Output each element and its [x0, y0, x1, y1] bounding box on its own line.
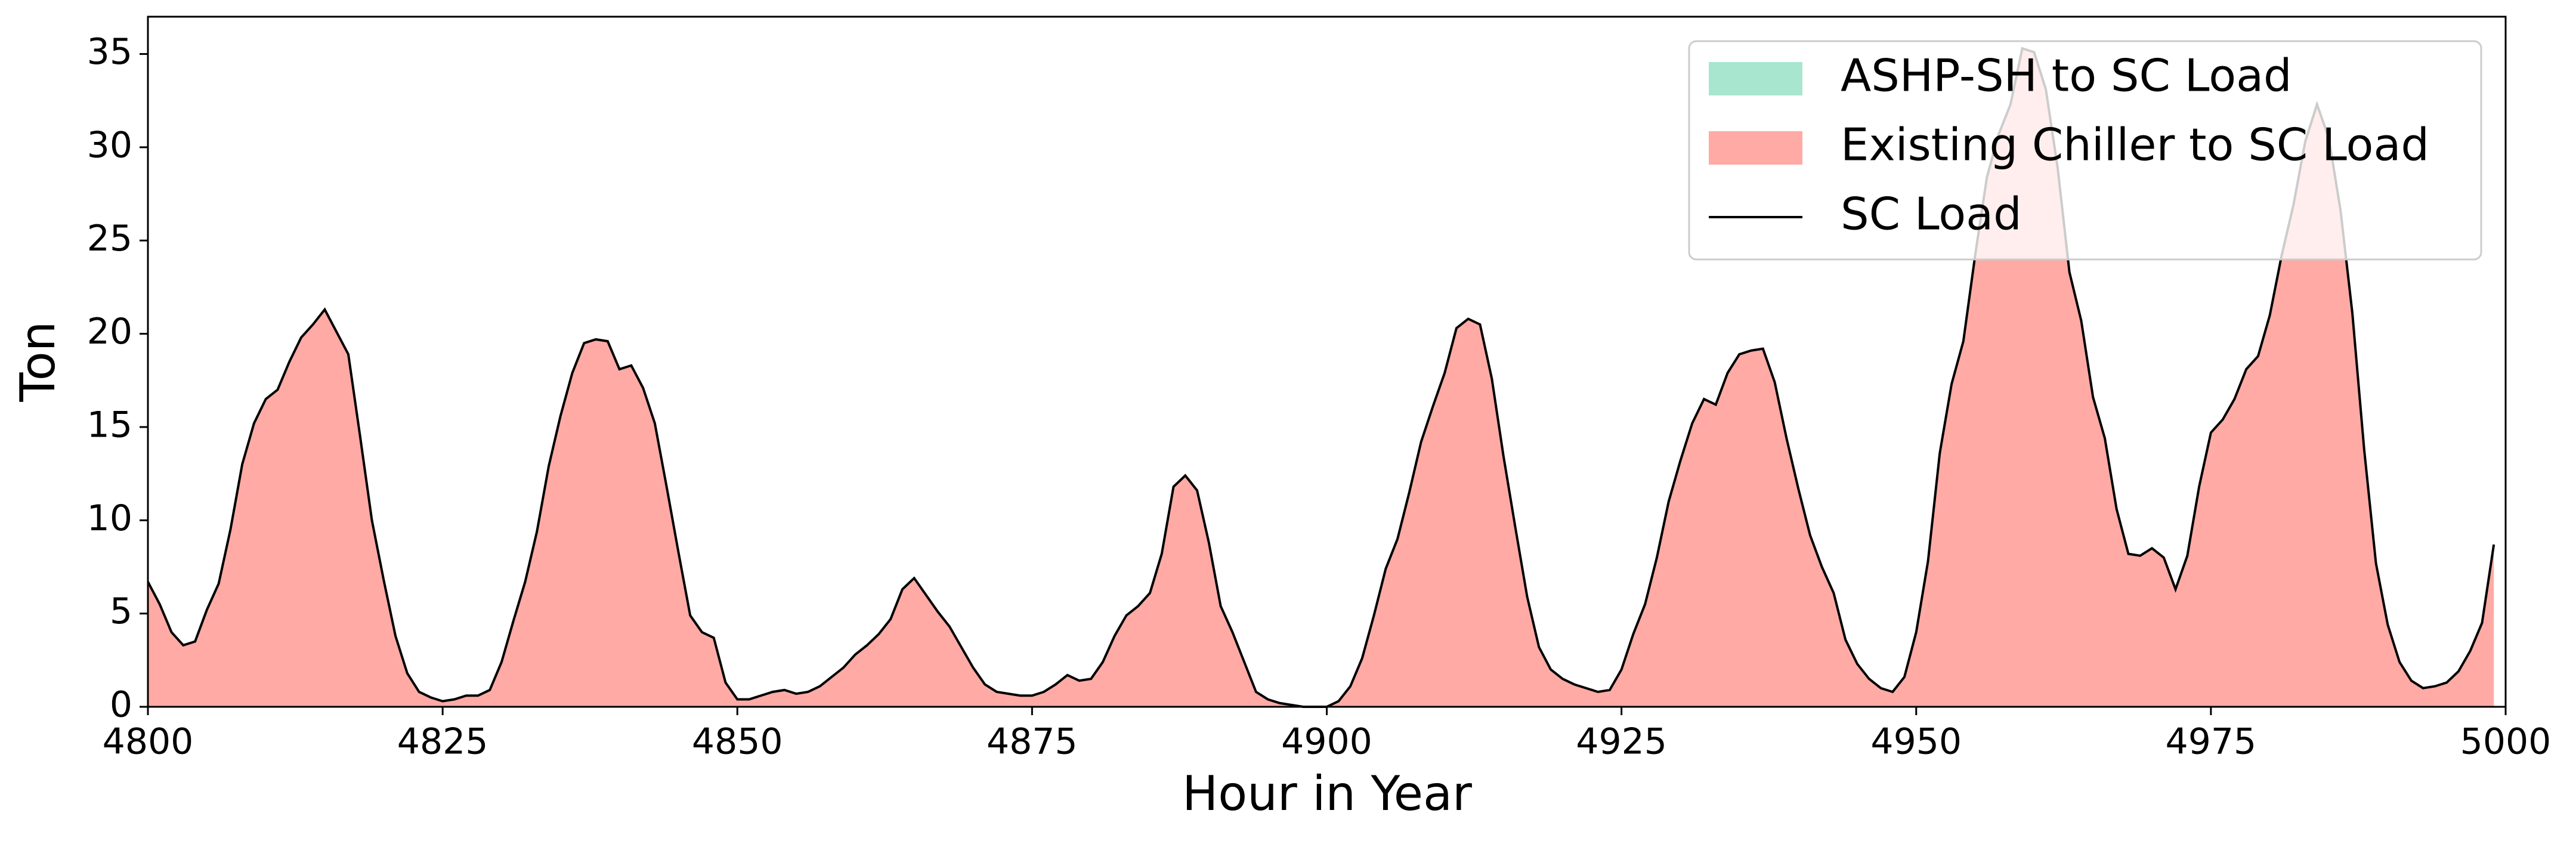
x-tick-label: 4925 [1576, 721, 1667, 763]
y-tick-label: 5 [110, 590, 132, 632]
y-axis-label: Ton [10, 321, 66, 403]
x-tick-label: 4825 [397, 721, 488, 763]
y-tick-label: 15 [87, 404, 132, 446]
y-tick-label: 20 [87, 311, 132, 353]
x-tick-label: 5000 [2460, 721, 2552, 763]
x-tick-label: 4900 [1281, 721, 1372, 763]
area [148, 48, 2494, 707]
legend-label: Existing Chiller to SC Load [1841, 119, 2429, 171]
x-tick-label: 4975 [2166, 721, 2257, 763]
x-tick-label: 4800 [103, 721, 194, 763]
x-tick-label: 4875 [987, 721, 1078, 763]
x-tick-label: 4950 [1870, 721, 1962, 763]
y-tick-label: 25 [87, 218, 132, 259]
legend-label: SC Load [1841, 188, 2022, 240]
x-tick-label: 4850 [692, 721, 783, 763]
y-tick-label: 0 [110, 684, 132, 726]
legend-swatch [1709, 131, 1802, 165]
y-tick-label: 10 [87, 497, 132, 539]
legend-swatch [1709, 62, 1802, 95]
legend-frame [1688, 40, 2482, 261]
x-axis-label: Hour in Year [1182, 766, 1472, 821]
legend-label: ASHP-SH to SC Load [1841, 50, 2292, 102]
y-tick-label: 35 [87, 31, 132, 73]
y-tick-label: 30 [87, 124, 132, 166]
